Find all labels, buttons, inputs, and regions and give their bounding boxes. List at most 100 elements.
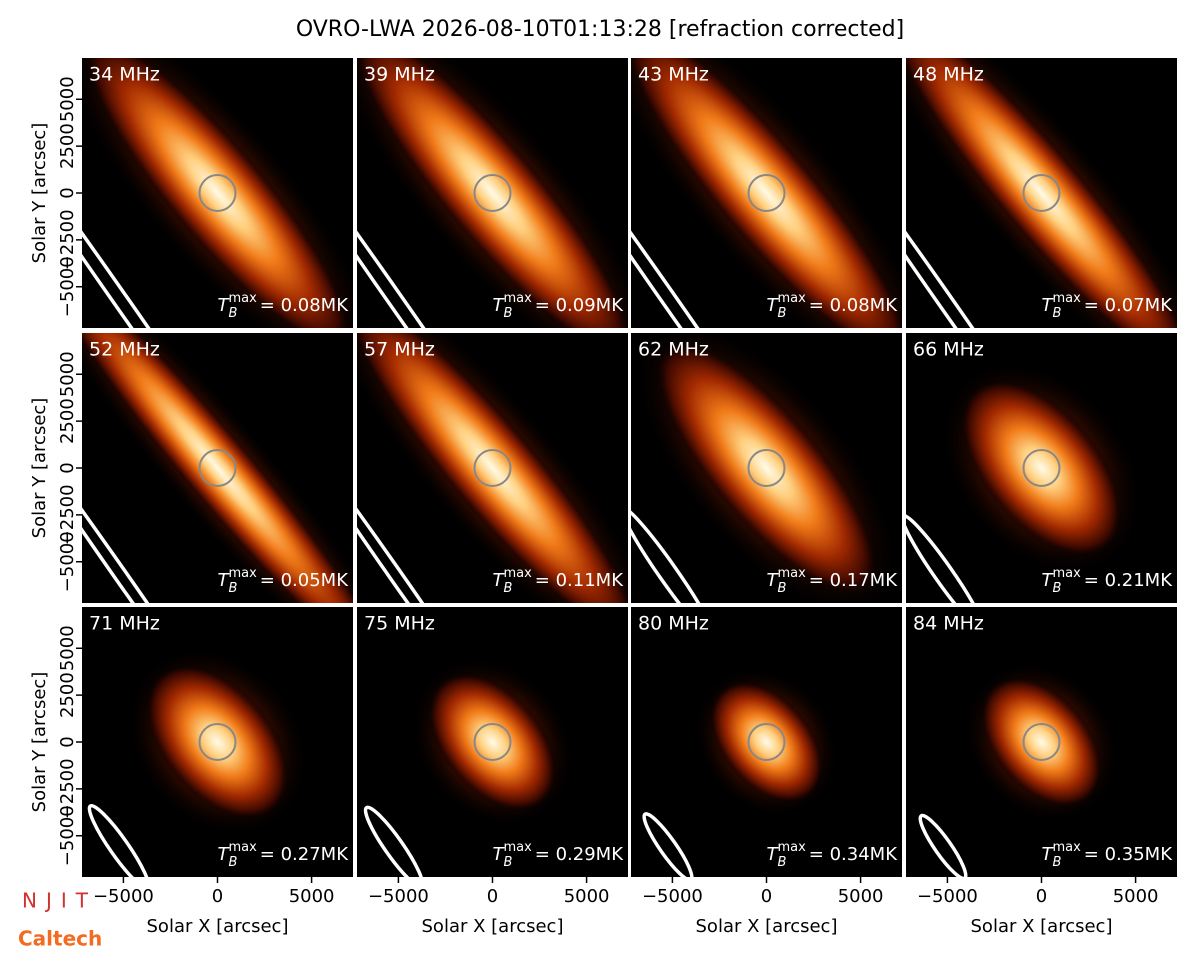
tb-superscript: max: [777, 566, 806, 581]
solar-disk: [1022, 723, 1061, 761]
tb-superscript: max: [1052, 566, 1081, 581]
figure-title: OVRO-LWA 2026-08-10T01:13:28 [refraction…: [296, 17, 904, 42]
tb-symbol: T: [218, 295, 231, 316]
beam: [357, 423, 500, 603]
y-tick-label: 2500: [57, 398, 78, 444]
tb-max-annotation: TBmax = 0.05MK: [218, 566, 350, 596]
beam: [906, 124, 1066, 328]
frequency-label: 39 MHz: [364, 64, 435, 86]
x-axis-label: Solar X [arcsec]: [971, 916, 1113, 937]
x-axis-label: Solar X [arcsec]: [147, 916, 289, 937]
emission: [906, 58, 1177, 328]
emission: [83, 58, 352, 328]
tb-subscript: B: [778, 581, 787, 596]
tb-symbol: T: [493, 295, 506, 316]
emission: [145, 664, 290, 820]
tb-subscript: B: [1053, 855, 1062, 870]
image: [82, 333, 353, 603]
beam: [357, 99, 534, 328]
tb-max-annotation: TBmax = 0.11MK: [493, 566, 625, 596]
x-axis-label: Solar X [arcsec]: [422, 916, 564, 937]
x-tick-label: −5000: [368, 886, 429, 907]
y-tick-label: −5000: [57, 531, 78, 592]
tb-value: = 0.34MK: [809, 844, 898, 865]
x-tick-label: 5000: [838, 886, 884, 907]
tb-superscript: max: [503, 840, 532, 855]
tb-max-annotation: TBmax = 0.09MK: [493, 291, 625, 321]
tb-subscript: B: [1053, 306, 1062, 321]
tb-value: = 0.09MK: [535, 295, 624, 316]
y-tick-label: 0: [57, 736, 78, 747]
emission: [709, 681, 824, 803]
tb-value: = 0.21MK: [1084, 570, 1173, 591]
tb-subscript: B: [778, 855, 787, 870]
tb-value: = 0.35MK: [1084, 844, 1173, 865]
image: [82, 607, 353, 877]
frequency-label: 71 MHz: [89, 613, 160, 635]
image: [357, 333, 628, 603]
y-axis-label: Solar Y [arcsec]: [29, 398, 50, 539]
y-tick-label: −2500: [57, 209, 78, 270]
logo-caltech: Caltech: [18, 927, 102, 951]
tb-superscript: max: [228, 566, 257, 581]
y-tick-label: −2500: [57, 758, 78, 819]
y-tick-label: 2500: [57, 672, 78, 718]
frequency-label: 80 MHz: [638, 613, 709, 635]
tb-symbol: T: [1042, 295, 1055, 316]
y-tick-label: 5000: [57, 76, 78, 122]
solar-disk: [473, 449, 512, 487]
tb-subscript: B: [229, 581, 238, 596]
emission: [655, 340, 878, 596]
x-tick-label: 0: [761, 886, 772, 907]
tb-max-annotation: TBmax = 0.08MK: [767, 291, 899, 321]
emission: [980, 676, 1103, 808]
emission: [82, 333, 353, 603]
x-tick-label: 0: [212, 886, 223, 907]
tb-max-annotation: TBmax = 0.08MK: [218, 291, 350, 321]
tb-symbol: T: [767, 570, 780, 591]
tb-value: = 0.05MK: [260, 570, 349, 591]
solar-disk: [473, 723, 512, 761]
tb-superscript: max: [1052, 291, 1081, 306]
y-tick-label: 0: [57, 187, 78, 198]
x-tick-label: 5000: [289, 886, 335, 907]
tb-subscript: B: [504, 855, 513, 870]
emission: [428, 672, 557, 812]
solar-disk: [747, 449, 786, 487]
y-tick-label: 0: [57, 462, 78, 473]
beam: [631, 107, 802, 328]
tb-max-annotation: TBmax = 0.29MK: [493, 840, 625, 870]
emission: [357, 58, 628, 328]
frequency-label: 43 MHz: [638, 64, 709, 86]
y-tick-label: 2500: [57, 123, 78, 169]
beam: [631, 505, 717, 603]
tb-subscript: B: [1053, 581, 1062, 596]
beam: [82, 407, 236, 603]
tb-max-annotation: TBmax = 0.17MK: [767, 566, 899, 596]
frequency-label: 62 MHz: [638, 339, 709, 361]
beam: [87, 803, 151, 877]
beam: [363, 805, 425, 877]
y-tick-label: −2500: [57, 484, 78, 545]
tb-superscript: max: [777, 840, 806, 855]
tb-symbol: T: [767, 295, 780, 316]
tb-value: = 0.08MK: [260, 295, 349, 316]
tb-symbol: T: [493, 844, 506, 865]
tb-value: = 0.07MK: [1084, 295, 1173, 316]
x-tick-label: 5000: [1113, 886, 1159, 907]
tb-symbol: T: [767, 844, 780, 865]
y-tick-label: 5000: [57, 625, 78, 671]
y-tick-label: 5000: [57, 351, 78, 397]
solar-disk: [198, 174, 237, 212]
tb-subscript: B: [778, 306, 787, 321]
x-tick-label: −5000: [93, 886, 154, 907]
solar-disk: [1022, 449, 1061, 487]
y-tick-label: −5000: [57, 805, 78, 866]
x-tick-label: 0: [487, 886, 498, 907]
solar-disk: [198, 449, 237, 487]
frequency-label: 75 MHz: [364, 613, 435, 635]
image: [906, 333, 1177, 603]
x-axis-label: Solar X [arcsec]: [696, 916, 838, 937]
tb-max-annotation: TBmax = 0.35MK: [1042, 840, 1174, 870]
